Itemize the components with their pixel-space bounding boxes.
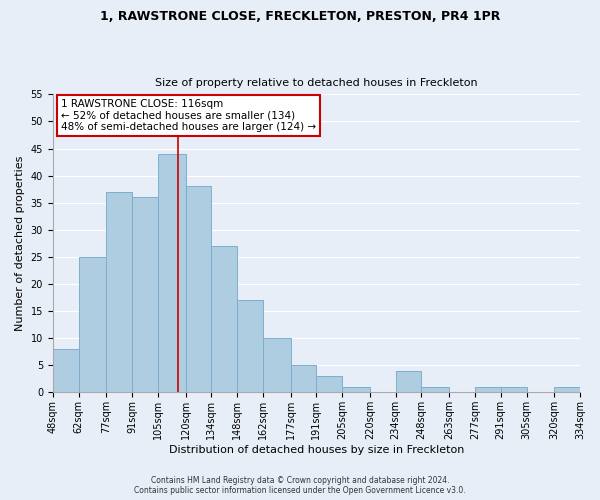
- Text: 1, RAWSTRONE CLOSE, FRECKLETON, PRESTON, PR4 1PR: 1, RAWSTRONE CLOSE, FRECKLETON, PRESTON,…: [100, 10, 500, 23]
- Bar: [421, 387, 449, 392]
- Bar: [342, 387, 370, 392]
- Title: Size of property relative to detached houses in Freckleton: Size of property relative to detached ho…: [155, 78, 478, 88]
- X-axis label: Distribution of detached houses by size in Freckleton: Distribution of detached houses by size …: [169, 445, 464, 455]
- Y-axis label: Number of detached properties: Number of detached properties: [15, 156, 25, 331]
- Bar: [263, 338, 290, 392]
- Bar: [290, 365, 316, 392]
- Text: Contains HM Land Registry data © Crown copyright and database right 2024.
Contai: Contains HM Land Registry data © Crown c…: [134, 476, 466, 495]
- Bar: [554, 387, 580, 392]
- Bar: [237, 300, 263, 392]
- Bar: [158, 154, 185, 392]
- Bar: [395, 370, 421, 392]
- Bar: [185, 186, 211, 392]
- Bar: [475, 387, 501, 392]
- Bar: [79, 257, 106, 392]
- Bar: [211, 246, 237, 392]
- Bar: [132, 198, 158, 392]
- Bar: [501, 387, 527, 392]
- Text: 1 RAWSTRONE CLOSE: 116sqm
← 52% of detached houses are smaller (134)
48% of semi: 1 RAWSTRONE CLOSE: 116sqm ← 52% of detac…: [61, 99, 316, 132]
- Bar: [316, 376, 342, 392]
- Bar: [106, 192, 132, 392]
- Bar: [53, 349, 79, 393]
